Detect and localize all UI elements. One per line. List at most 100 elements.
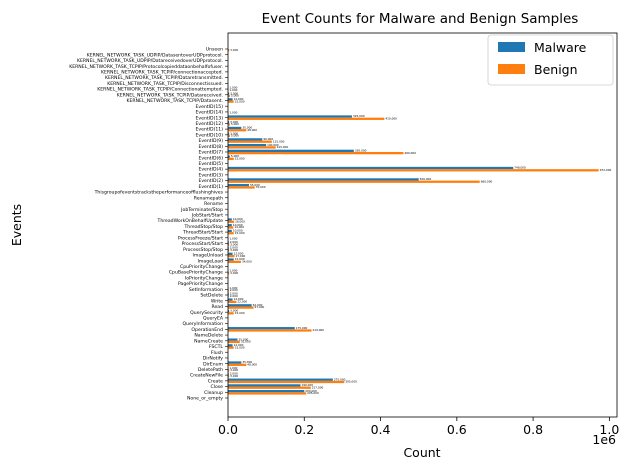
data-label-benign-threadstop-stop: 14,000	[234, 225, 244, 229]
bar-malware-direnum	[228, 361, 241, 363]
bar-malware-imageunload	[228, 253, 233, 255]
y-tick-label-thisgroupofeventstrackstheperformanceofflushinghives: Thisgroupofeventstrackstheperformanceoff…	[94, 190, 224, 196]
y-axis: None_or_emptyCleanupCloseCreateCreateNew…	[69, 47, 228, 402]
data-label-benign-close: 217,000	[312, 385, 324, 389]
bar-benign-eventid-2	[228, 181, 480, 183]
data-label-benign-threadworkonbehalfupdate: 16,000	[235, 219, 245, 223]
y-tick-label-processstop-stop: ProcessStop/Stop	[183, 247, 223, 253]
y-tick-label-kernel-network-task-tcpip-dataretransmitted: KERNEL_NETWORK_TASK_TCPIP/Dataretransmit…	[105, 75, 223, 81]
data-label-malware-create: 275,000	[334, 377, 346, 381]
data-label-benign-direnum: 48,000	[247, 362, 257, 366]
y-axis-label: Events	[9, 204, 24, 246]
bar-benign-eventid-11	[228, 129, 246, 131]
data-label-benign-threadstart-start: 15,000	[235, 231, 245, 235]
bar-benign-kernel-network-task-tcpip-datasent	[228, 100, 234, 102]
data-label-benign-imageload: 34,000	[242, 259, 252, 263]
bar-benign-threadworkonbehalfupdate	[228, 221, 234, 223]
data-label-malware-eventid-4: 748,000	[514, 166, 526, 170]
data-label-benign-eventid-14: 1,000	[229, 111, 237, 115]
bar-malware-eventid-4	[228, 167, 513, 169]
y-tick-label-jobstart-start: JobStart/Start	[191, 213, 223, 219]
y-tick-label-kernel-network-task-tcpip-datareceived: KERNEL_NETWORK_TASK_TCPIP/Datareceived.	[117, 92, 223, 98]
data-label-benign-namecreate: 31,000	[241, 340, 251, 344]
y-tick-label-namecreate: NameCreate	[194, 338, 223, 344]
y-tick-label-threadstop-stop: ThreadStop/Stop	[184, 224, 224, 230]
y-tick-label-queryea: QueryEA	[203, 316, 224, 322]
y-tick-label-eventid-13: EventID(13)	[196, 115, 224, 121]
y-tick-label-kernel-network-task-udpip-datasentoverudpprotocol: KERNEL_NETWORK_TASK_UDPIP/DatasentoverUD…	[87, 52, 223, 58]
data-label-benign-kernel-network-task-tcpip-datareceived: 5,000	[231, 94, 239, 98]
y-tick-label-processstart-start: ProcessStart/Start	[182, 241, 224, 247]
bar-malware-write	[228, 298, 233, 300]
bar-benign-imageload	[228, 261, 241, 263]
data-label-benign-kernel-network-task-tcpip-connectionattempted: 1,000	[229, 88, 237, 92]
bar-benign-create	[228, 381, 344, 383]
bar-benign-eventid-13	[228, 118, 384, 120]
bar-benign-eventid-4	[228, 169, 599, 171]
data-label-malware-eventid-2: 500,000	[420, 177, 432, 181]
chart-title: Event Counts for Malware and Benign Samp…	[262, 11, 579, 27]
y-tick-label-eventid-12: EventID(12)	[196, 121, 224, 127]
y-tick-label-none-or-empty: None_or_empty	[187, 396, 223, 402]
bar-malware-close	[228, 384, 300, 386]
legend-swatch-benign	[498, 64, 525, 74]
y-tick-label-cpubaseprioritychange: CpuBasePriorityChange	[169, 270, 223, 276]
bar-benign-threadstop-stop	[228, 226, 233, 228]
legend-label-malware: Malware	[534, 40, 587, 55]
y-tick-label-unseen: Unseen	[206, 47, 223, 53]
y-tick-label-kernel-network-task-tcpip-disconnectissued: KERNEL_NETWORK_TASK_TCPIP/Disconnectissu…	[107, 81, 223, 87]
y-tick-label-eventid-7: EventID(7)	[198, 150, 223, 156]
legend: Malware Benign	[488, 35, 613, 85]
y-tick-label-pageprioritychange: PagePriorityChange	[178, 281, 223, 287]
data-label-malware-eventid-9: 90,000	[263, 137, 273, 141]
y-tick-label-kernel-network-task-tcpip-connectionattempted: KERNEL_NETWORK_TASK_TCPIP/Connectionatte…	[97, 87, 223, 93]
y-tick-label-jobterminate-stop: JobTerminate/Stop	[180, 207, 223, 213]
bar-benign-cleanup	[228, 392, 306, 394]
y-tick-label-kernel-network-task-udpip-datareceivedoverudpprotocol: KERNEL_NETWORK_TASK_UDPIP/Datareceivedov…	[77, 58, 223, 64]
data-label-benign-setdelete: 2,000	[230, 294, 238, 298]
bar-malware-kernel-network-task-tcpip-datasent	[228, 98, 233, 100]
y-tick-label-kernel-network-task-tcpip-protocolcopieddataonbehalfofuser: KERNEL_NETWORK_TASK_TCPIP/Protocolcopied…	[69, 64, 223, 70]
y-tick-label-dirnotify: DirNotify	[203, 356, 224, 362]
data-label-benign-createnewfile: 3,000	[230, 374, 238, 378]
y-tick-label-eventid-11: EventID(11)	[196, 127, 224, 133]
data-label-benign-kernel-network-task-tcpip-datasent: 15,000	[235, 99, 245, 103]
bar-benign-read	[228, 306, 254, 308]
y-tick-label-eventid-2: EventID(2)	[198, 178, 223, 184]
data-label-benign-processfreeze-start: 1,000	[229, 237, 237, 241]
data-label-benign-eventid-6: 15,000	[235, 156, 245, 160]
x-axis-label: Count	[403, 445, 440, 460]
data-label-benign-processstart-start: 3,000	[230, 242, 238, 246]
bar-malware-threadstart-start	[228, 230, 232, 232]
y-tick-label-eventid-14: EventID(14)	[196, 110, 224, 116]
y-tick-label-eventid-3: EventID(3)	[198, 172, 223, 178]
bar-benign-write	[228, 301, 236, 303]
data-label-benign-processstop-stop: 3,000	[230, 248, 238, 252]
data-label-benign-fsctl: 15,000	[235, 345, 245, 349]
bar-malware-eventid-13	[228, 115, 352, 117]
data-label-benign-cpubaseprioritychange: 3,000	[230, 271, 238, 275]
y-tick-label-deletepath: DeletePath	[198, 367, 223, 373]
bar-benign-fsctl	[228, 347, 234, 349]
bar-benign-querysecurity	[228, 312, 234, 314]
data-label-malware-eventid-13: 325,000	[353, 114, 365, 118]
y-tick-label-eventid-15: EventID(15)	[196, 104, 224, 110]
y-tick-label-eventid-9: EventID(9)	[198, 138, 223, 144]
bars-group: 200,000205,000190,000217,000275,000305,0…	[228, 48, 611, 395]
x-tick-label-0: 0.0	[218, 422, 238, 437]
bar-malware-fsctl	[228, 344, 233, 346]
bar-benign-namecreate	[228, 341, 240, 343]
data-label-benign-unseen: 3,000	[230, 48, 238, 52]
bar-malware-eventid-1	[228, 184, 249, 186]
legend-label-benign: Benign	[534, 62, 578, 77]
bar-malware-eventid-11	[228, 127, 241, 129]
y-tick-label-eventid-5: EventID(5)	[198, 161, 223, 167]
bar-benign-operationend	[228, 329, 312, 331]
bar-benign-eventid-9	[228, 141, 272, 143]
y-tick-label-direnum: DirEnum	[203, 361, 223, 367]
y-tick-label-setinformation: SetInformation	[189, 287, 223, 293]
bar-malware-operationend	[228, 327, 295, 329]
bar-malware-imageload	[228, 258, 234, 260]
bar-malware-eventid-7	[228, 150, 354, 152]
bar-benign-eventid-6	[228, 158, 234, 160]
